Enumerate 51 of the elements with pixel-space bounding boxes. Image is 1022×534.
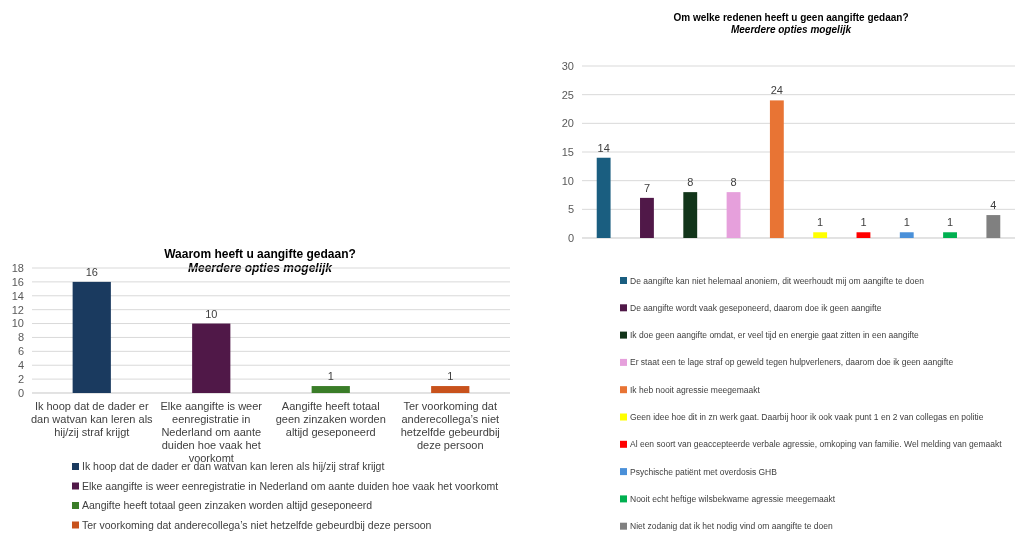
- y-tick-label: 10: [561, 174, 574, 187]
- data-label: 8: [687, 176, 694, 189]
- y-tick-label: 15: [561, 145, 574, 158]
- data-label: 10: [205, 307, 218, 320]
- data-label: 8: [730, 176, 737, 189]
- data-label: 1: [817, 216, 824, 229]
- y-tick-label: 4: [17, 359, 24, 372]
- data-label: 4: [990, 199, 997, 212]
- chart-title: Om welke redenen heeft u geen aangifte gedaan?: [673, 12, 909, 23]
- y-tick-label: 10: [11, 317, 24, 330]
- legend-label: Nooit echt heftige wilsbekwame agressie meegemaakt: [630, 493, 836, 504]
- chart-subtitle: Meerdere opties mogelijk: [730, 24, 852, 35]
- data-label: 7: [643, 181, 651, 194]
- legend-label: De aangifte wordt vaak geseponeerd, daarom doe ik geen aangifte: [630, 302, 882, 313]
- data-label: 16: [85, 265, 98, 278]
- x-tick-label: Ik hoop dat de dader er dan watvan kan leren als hij/zij straf krijgt: [30, 400, 154, 438]
- y-tick-label: 30: [561, 59, 574, 72]
- y-tick-label: 16: [11, 275, 24, 288]
- legend-label: Ik heb nooit agressie meegemaakt: [630, 384, 761, 395]
- y-tick-label: 2: [17, 372, 24, 385]
- data-label: 1: [946, 216, 954, 229]
- chart-subtitle: Meerdere opties mogelijk: [187, 261, 334, 275]
- legend-label: Psychische patiënt met overdosis GHB: [630, 466, 778, 477]
- legend-label: Aangifte heeft totaal geen zinzaken worden altijd geseponeerd: [82, 499, 373, 512]
- legend-label: Ik doe geen aangifte omdat, er veel tijd en energie gaat zitten in een aangifte: [630, 330, 919, 341]
- legend-label: Elke aangifte is weer eenregistratie in Nederland om aante duiden hoe vaak het voorkomt: [82, 479, 499, 492]
- y-tick-label: 14: [11, 289, 24, 302]
- x-tick-label: Aangifte heeft totaal geen zinzaken worden altijd geseponeerd: [275, 400, 386, 438]
- y-tick-label: 0: [567, 231, 574, 244]
- y-tick-label: 18: [11, 261, 24, 274]
- data-label: 1: [903, 216, 910, 229]
- x-tick-label: Ter voorkoming dat anderecollega’s niet hetzelfde gebeurdbij deze persoon: [400, 400, 500, 451]
- legend-label: Al een soort van geaccepteerde verbale agressie, omkoping van familie. Wel melding van gemaakt: [630, 439, 1003, 450]
- y-tick-label: 0: [17, 386, 24, 399]
- legend-label: Niet zodanig dat ik het nodig vind om aangifte te doen: [630, 521, 833, 532]
- data-label: 1: [860, 216, 867, 229]
- y-tick-label: 12: [11, 303, 24, 316]
- y-tick-label: 6: [17, 345, 24, 358]
- y-tick-label: 8: [17, 331, 24, 344]
- legend-label: Ter voorkoming dat anderecollega’s niet hetzelfde gebeurdbij deze persoon: [82, 518, 432, 531]
- y-tick-label: 20: [561, 117, 574, 130]
- y-tick-label: 25: [561, 88, 574, 101]
- legend-label: De aangifte kan niet helemaal anoniem, dit weerhoudt mij om aangifte te doen: [630, 275, 925, 286]
- data-label: 1: [327, 370, 334, 383]
- chart-title: Waarom heeft u aangifte gedaan?: [164, 247, 356, 261]
- y-tick-label: 5: [567, 203, 574, 216]
- data-label: 1: [447, 370, 454, 383]
- legend-label: Er staat een te lage straf op geweld tegen hulpverleners, daarom doe ik geen aangifte: [630, 357, 954, 368]
- legend-label: Geen idee hoe dit in zn werk gaat. Daarbij hoor ik ook vaak punt 1 en 2 van collegas en politie: [630, 412, 984, 423]
- data-label: 24: [770, 84, 783, 97]
- data-label: 14: [597, 141, 610, 154]
